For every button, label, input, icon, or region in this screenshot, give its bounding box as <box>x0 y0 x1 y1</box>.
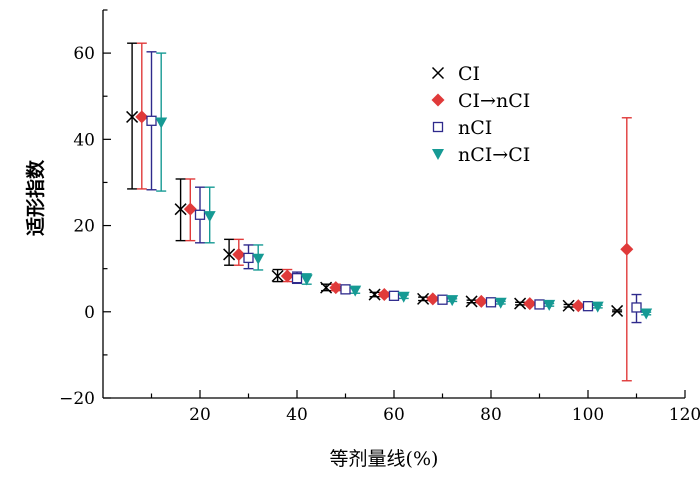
data-point-1 <box>474 294 488 308</box>
data-point-0 <box>271 269 284 283</box>
data-point-3 <box>397 291 410 303</box>
data-point-0 <box>465 295 478 308</box>
data-point-2 <box>631 302 642 313</box>
legend-label: nCI→CI <box>458 144 530 166</box>
marker-stroke <box>126 110 139 123</box>
data-point-3 <box>494 297 507 309</box>
data-point-1 <box>135 110 149 124</box>
data-point-3 <box>446 295 459 307</box>
data-point-0 <box>417 292 430 305</box>
marker-stroke <box>174 203 187 216</box>
y-tick-label: 40 <box>73 130 95 150</box>
error-bar-0 <box>224 238 235 266</box>
data-point-2 <box>388 290 400 301</box>
data-point-1 <box>523 297 537 311</box>
data-point-0 <box>174 203 187 216</box>
data-point-3 <box>203 211 216 223</box>
marker-stroke <box>223 248 236 261</box>
x-tick-label: 40 <box>286 405 308 425</box>
marker-stroke <box>320 281 333 294</box>
y-tick-label: 0 <box>84 303 95 323</box>
data-point-2 <box>194 209 206 220</box>
data-point-3 <box>155 117 168 129</box>
data-point-1 <box>377 288 391 302</box>
legend-marker <box>432 149 444 160</box>
marker-stroke <box>465 295 478 308</box>
x-tick-label: 80 <box>480 405 502 425</box>
data-point-1 <box>232 247 246 261</box>
data-point-0 <box>611 304 624 317</box>
marker-stroke <box>271 269 284 283</box>
data-point-1 <box>183 202 197 216</box>
data-point-2 <box>291 273 303 284</box>
y-tick-label: 60 <box>73 44 95 64</box>
legend: CI CI→nCI nCI nCI→CI <box>431 63 530 166</box>
y-axis-label: 适形指数 <box>24 159 47 236</box>
data-point-3 <box>349 285 362 297</box>
data-point-2 <box>485 297 497 308</box>
data-point-2 <box>534 299 545 310</box>
data-point-0 <box>126 110 139 123</box>
data-point-3 <box>640 308 653 320</box>
data-point-2 <box>582 301 594 312</box>
x-tick-label: 120 <box>669 405 700 425</box>
data-point-3 <box>543 299 556 311</box>
data-point-0 <box>223 248 236 261</box>
x-tick-label: 60 <box>383 405 405 425</box>
data-point-0 <box>320 281 333 294</box>
data-point-3 <box>591 301 604 313</box>
data-point-1 <box>571 299 585 313</box>
legend-label: CI→nCI <box>458 90 530 112</box>
data-point-3 <box>300 274 313 286</box>
data-point-3 <box>252 253 265 265</box>
data-point-2 <box>340 284 351 295</box>
axes: 20 40 60 80 100 120 −20 0 20 40 60 <box>59 9 700 425</box>
legend-marker <box>431 93 445 107</box>
legend-marker <box>432 121 444 133</box>
legend-label: CI <box>458 63 480 85</box>
x-tick-label: 100 <box>572 405 604 425</box>
marker-stroke <box>562 299 575 312</box>
data-point-2 <box>243 252 254 264</box>
data-point-1 <box>329 281 343 295</box>
legend-marker <box>431 66 445 80</box>
marker-stroke <box>417 292 430 305</box>
data-point-0 <box>562 299 575 312</box>
data-markers <box>126 110 653 320</box>
y-tick-label: −20 <box>59 389 95 409</box>
x-tick-label: 20 <box>189 405 211 425</box>
data-point-1 <box>620 242 634 256</box>
marker-stroke <box>611 304 624 317</box>
marker-stroke <box>431 66 445 80</box>
legend-label: nCI <box>458 117 492 139</box>
data-point-2 <box>437 294 448 305</box>
marker-stroke <box>514 297 527 310</box>
data-point-0 <box>368 288 381 301</box>
x-axis-label: 等剂量线(%) <box>330 448 439 470</box>
data-point-2 <box>146 115 157 126</box>
data-point-0 <box>514 297 527 310</box>
y-tick-label: 20 <box>73 217 95 237</box>
data-point-1 <box>280 269 294 283</box>
data-point-1 <box>426 292 440 306</box>
marker-stroke <box>368 288 381 301</box>
